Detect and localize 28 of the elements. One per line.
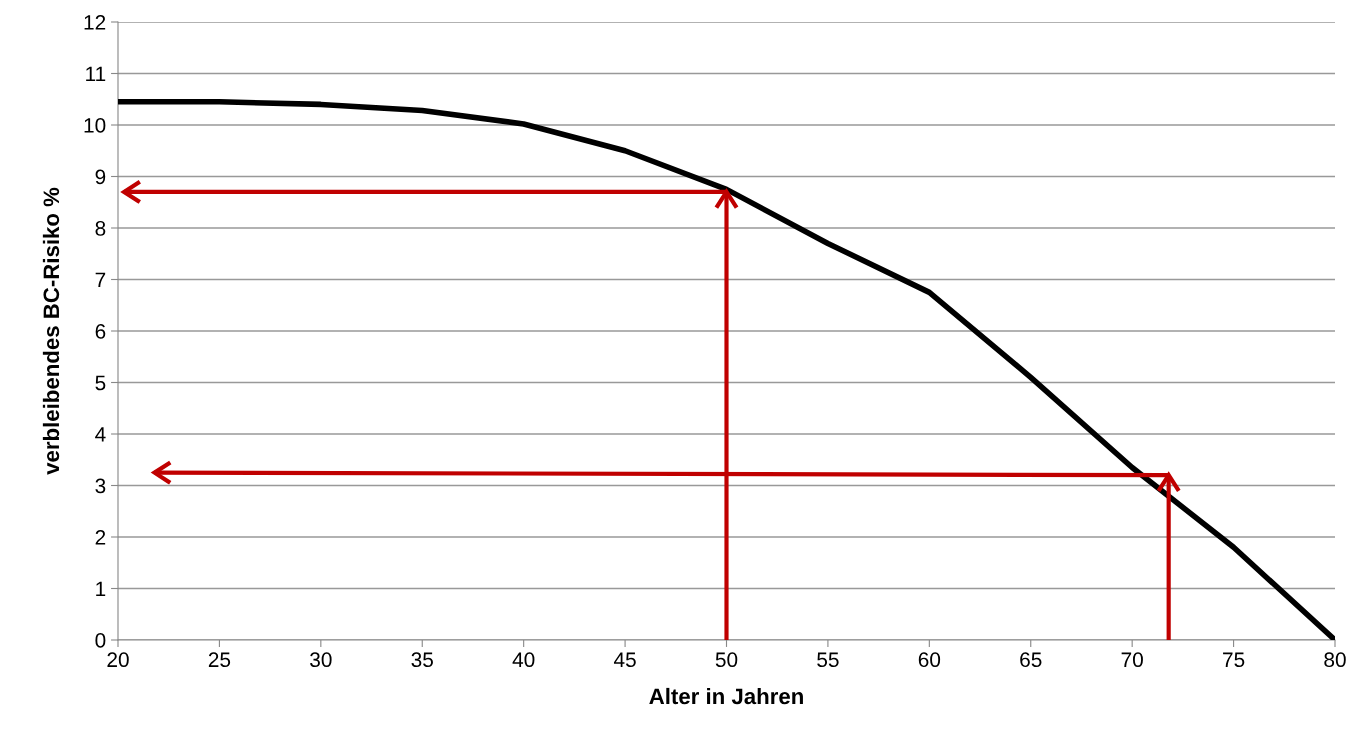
y-tick-label: 0 xyxy=(95,633,106,648)
y-tick-label: 7 xyxy=(95,272,106,288)
y-tick-label: 9 xyxy=(95,169,106,185)
x-tick-label: 45 xyxy=(613,652,636,668)
x-tick-label: 30 xyxy=(310,652,332,668)
x-axis-title: Alter in Jahren xyxy=(649,687,803,705)
y-tick-label: 11 xyxy=(86,66,106,82)
y-tick-label: 3 xyxy=(95,478,106,494)
y-tick-label: 2 xyxy=(95,530,106,545)
x-tick-label: 35 xyxy=(411,652,433,668)
y-tick-label: 8 xyxy=(95,221,106,236)
y-tick-label: 12 xyxy=(84,15,106,30)
x-tick-label: 65 xyxy=(1020,652,1042,668)
y-tick-label: 10 xyxy=(84,118,106,133)
y-tick-label: 4 xyxy=(95,427,106,442)
y-tick-label: 5 xyxy=(95,375,106,391)
x-tick-label: 70 xyxy=(1121,652,1143,668)
y-axis-title: verbleibendes BC-Risiko % xyxy=(42,187,60,475)
x-tick-label: 60 xyxy=(918,652,941,668)
x-tick-label: 55 xyxy=(817,652,839,668)
x-tick-label: 25 xyxy=(208,652,231,668)
y-tick-label: 6 xyxy=(95,324,106,339)
x-tick-label: 40 xyxy=(512,652,535,668)
x-tick-label: 80 xyxy=(1324,652,1346,668)
y-tick-label: 1 xyxy=(96,581,106,597)
x-tick-label: 50 xyxy=(715,652,738,668)
x-tick-label: 75 xyxy=(1223,652,1245,668)
x-tick-label: 20 xyxy=(107,652,129,668)
